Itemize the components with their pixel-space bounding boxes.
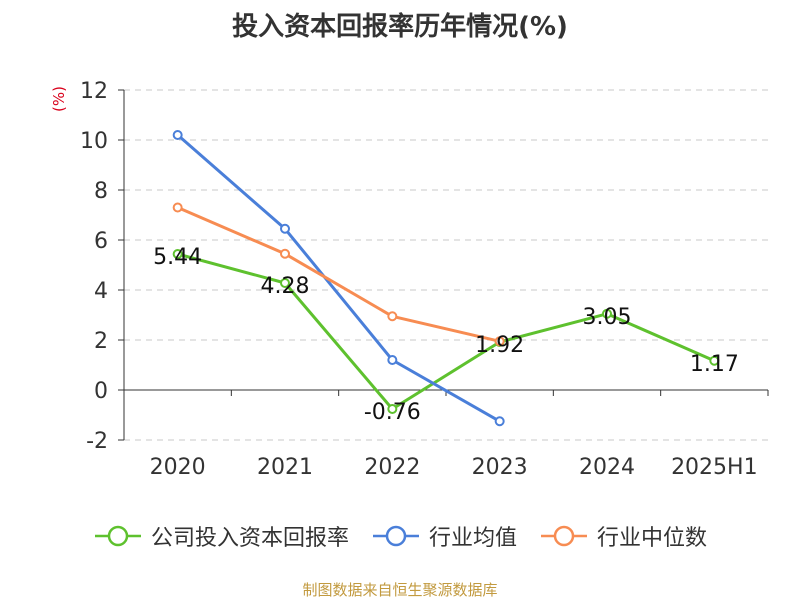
legend-label: 行业中位数 (597, 526, 708, 551)
chart-title: 投入资本回报率历年情况(%) (232, 12, 568, 42)
y-tick-label: 2 (94, 329, 108, 354)
legend-circle (107, 525, 129, 547)
series-line (177, 206, 501, 343)
x-tick-label: 2022 (364, 455, 420, 480)
data-point (280, 223, 290, 234)
series-line (177, 252, 715, 411)
grid-lines (124, 89, 768, 441)
legend-circle (553, 525, 575, 547)
data-label: 1.17 (690, 352, 739, 377)
data-labels: 5.44 4.28 -0.76 1.92 3.05 1.17 (153, 245, 739, 425)
data-label: 1.92 (475, 333, 524, 358)
legend-marker (541, 525, 587, 547)
legend: 公司投入资本回报率 行业均值 行业中位数 (0, 520, 800, 552)
data-point (172, 130, 183, 140)
data-point (709, 355, 720, 366)
x-tick-label: 2025H1 (671, 455, 758, 480)
data-point (280, 248, 290, 259)
data-label: 5.44 (153, 245, 202, 270)
legend-item: 公司投入资本回报率 (93, 520, 349, 552)
legend-circle (385, 525, 407, 547)
legend-marker (372, 525, 419, 547)
x-tick-label: 2021 (257, 455, 313, 480)
x-tick-label: 2020 (150, 455, 206, 480)
series-line (176, 133, 501, 423)
data-label: 3.05 (583, 305, 632, 330)
data-label: 4.28 (261, 274, 310, 299)
x-tick-label: 2023 (472, 455, 528, 480)
data-point (172, 249, 183, 259)
data-point (387, 404, 398, 414)
y-tick-label: -2 (86, 429, 108, 454)
data-point (494, 336, 505, 347)
x-axis: 2020 2021 2022 2023 2024 2025H1 (123, 389, 769, 480)
data-point (387, 311, 398, 322)
data-point (494, 416, 505, 427)
y-tick-label: 10 (80, 129, 108, 154)
y-axis: -2 0 2 4 6 8 10 12 (80, 79, 125, 454)
data-label: -0.76 (364, 400, 421, 425)
y-tick-label: 8 (94, 179, 108, 204)
source-text: 制图数据来自恒生聚源数据库 (302, 581, 498, 599)
x-tick-label: 2024 (579, 455, 635, 480)
y-tick-label: 6 (94, 229, 108, 254)
legend-label: 公司投入资本回报率 (150, 526, 349, 551)
data-point (280, 278, 290, 288)
series-lines (172, 130, 720, 427)
legend-label: 行业均值 (428, 526, 517, 551)
data-point (602, 308, 612, 319)
legend-item: 行业中位数 (539, 520, 707, 552)
y-tick-label: 12 (80, 79, 108, 104)
legend-marker (94, 525, 141, 547)
y-tick-label: 4 (94, 279, 108, 304)
data-point (387, 355, 398, 365)
data-point (172, 202, 183, 213)
legend-item: 行业均值 (371, 520, 517, 552)
y-tick-label: 0 (94, 379, 108, 404)
